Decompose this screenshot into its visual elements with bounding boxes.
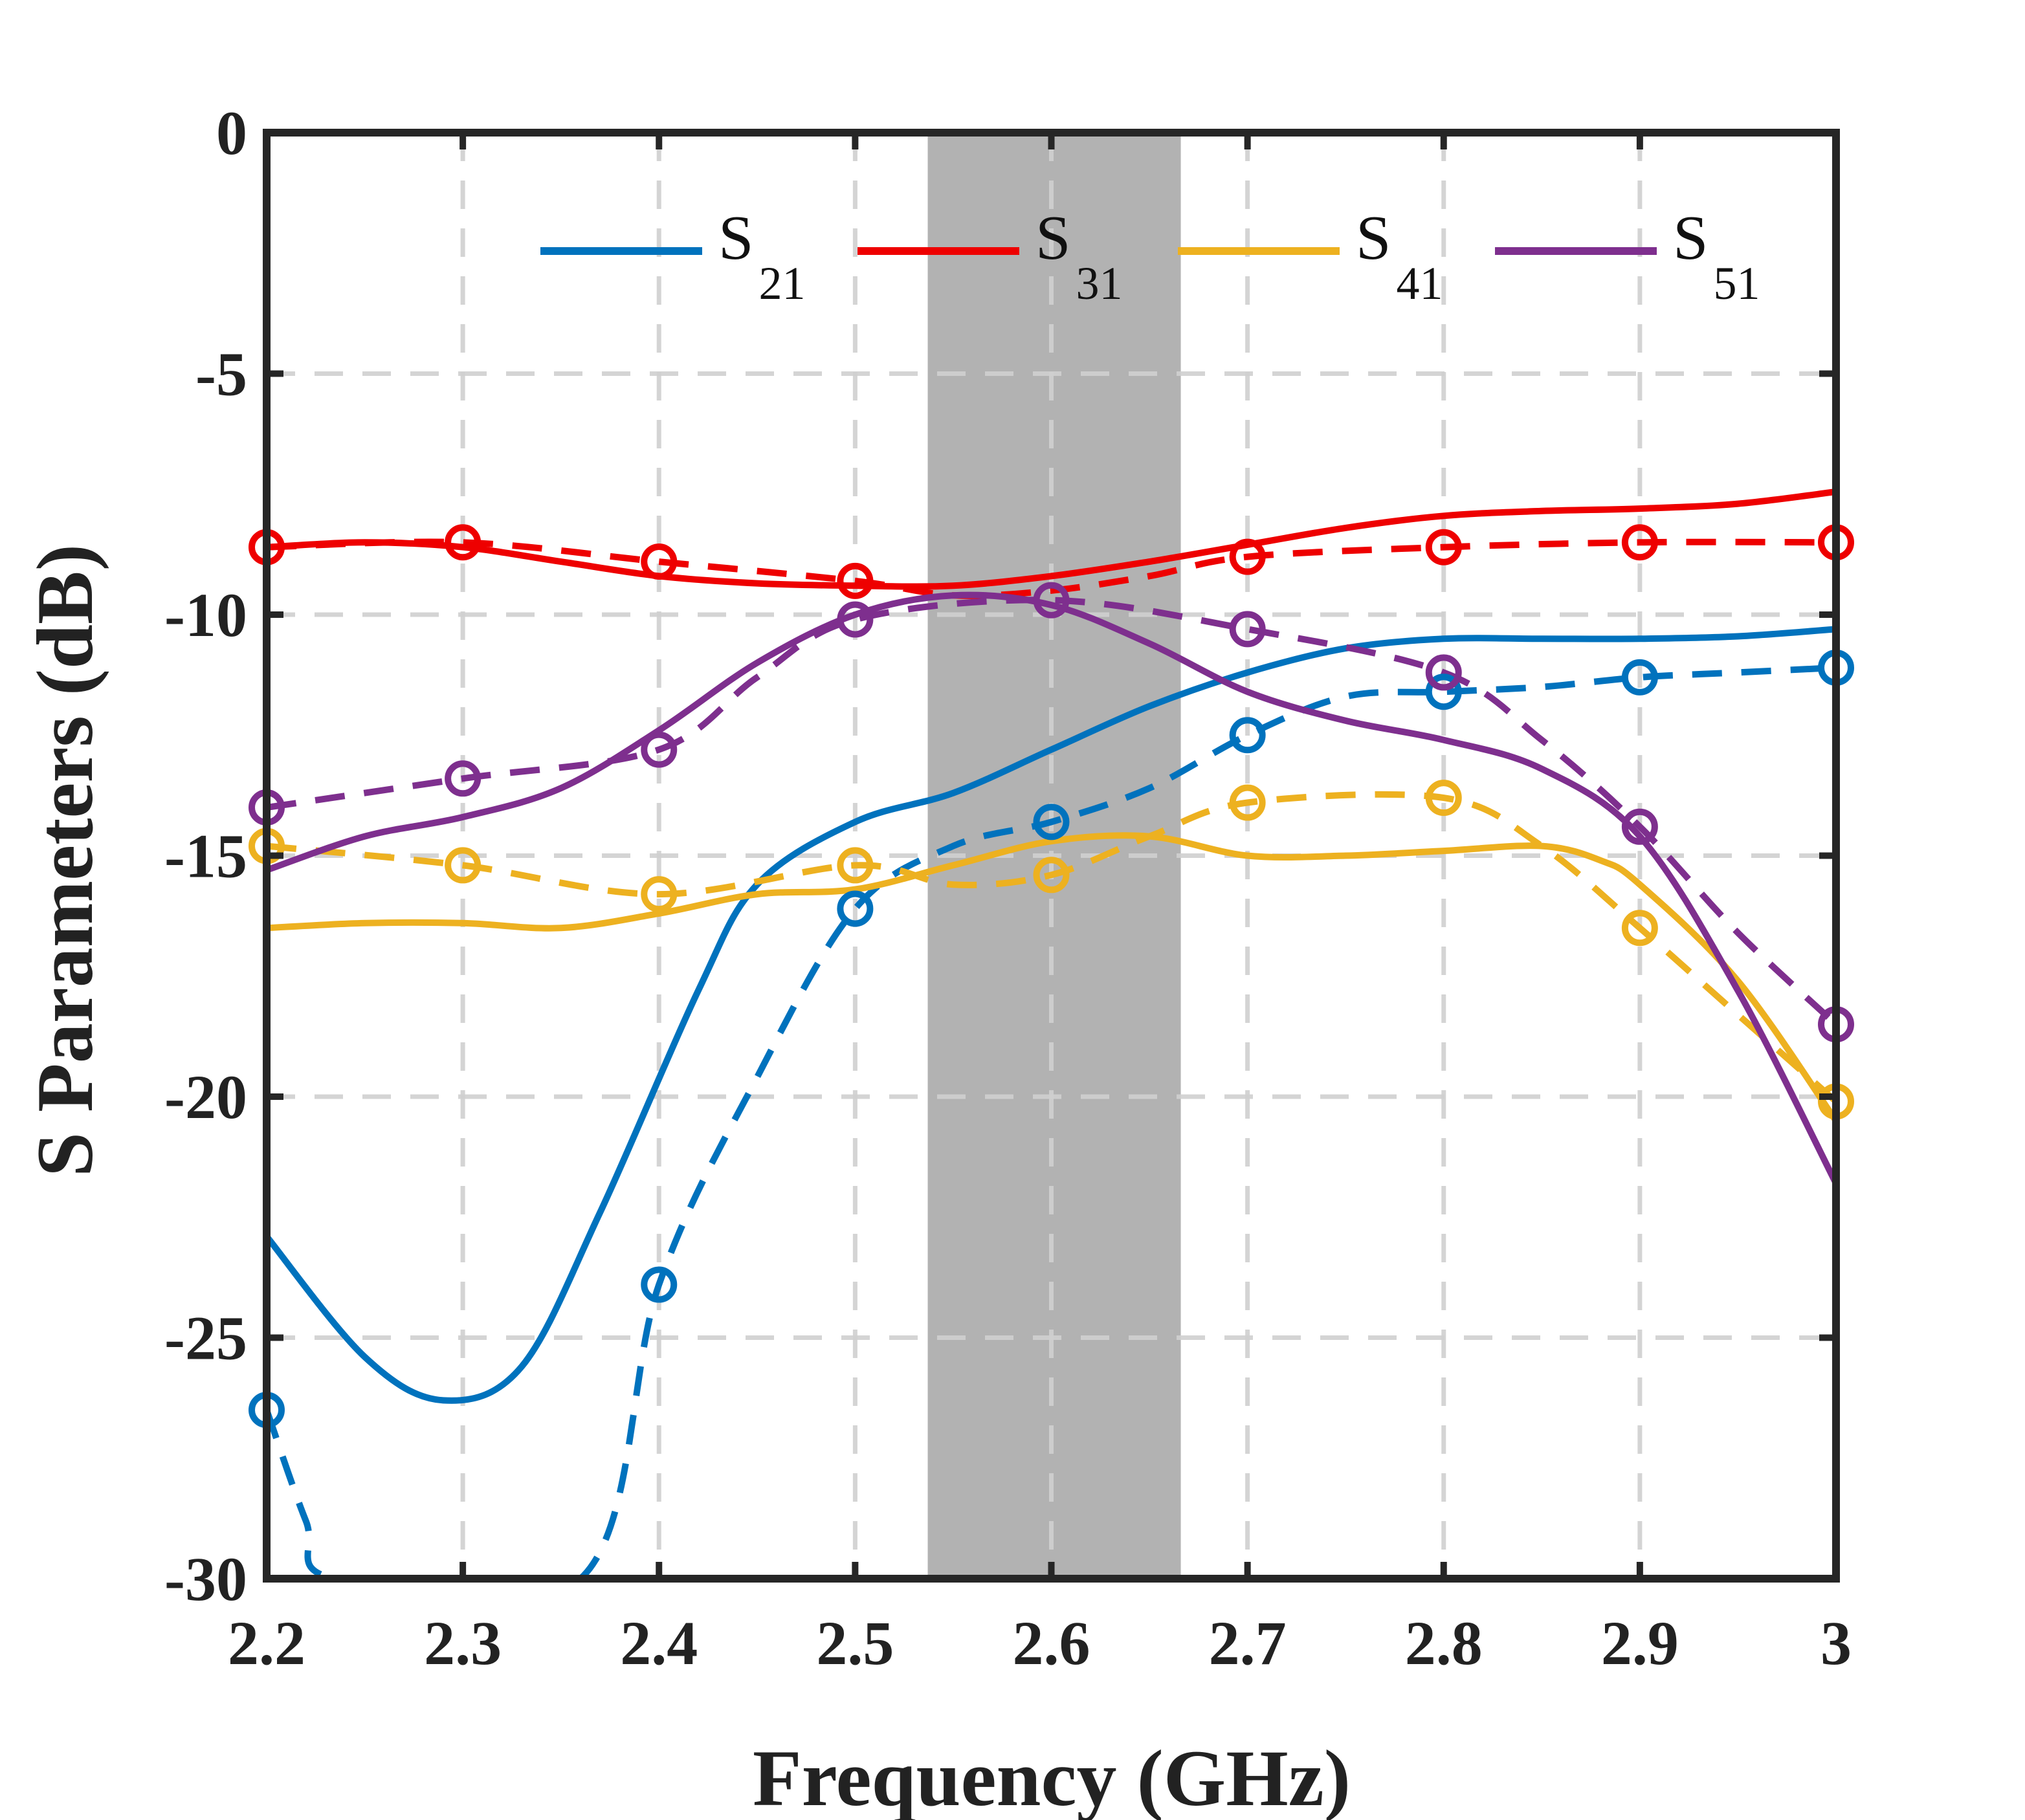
legend-entry-s31: S31: [858, 203, 1123, 309]
data-point-s31-measured: [837, 562, 874, 599]
data-point-s51-measured: [445, 760, 481, 797]
x-tick-label: 2.8: [1405, 1608, 1483, 1678]
x-tick-label: 2.5: [816, 1608, 894, 1678]
data-point-s41-measured: [1621, 910, 1658, 947]
x-tick-label: 2.7: [1209, 1608, 1287, 1678]
data-point-s31-measured: [1229, 538, 1266, 575]
y-tick-label: -5: [195, 340, 247, 409]
x-tick-label: 2.3: [424, 1608, 502, 1678]
data-point-s41-measured: [1425, 780, 1462, 817]
data-point-s21-measured: [641, 1266, 678, 1303]
data-point-s51-measured: [1621, 808, 1658, 845]
series-line-s41-measured: [267, 791, 1836, 1104]
legend-label-s41: S41: [1356, 203, 1443, 309]
data-point-s51-measured: [1033, 582, 1070, 619]
x-tick-label: 2.6: [1013, 1608, 1090, 1678]
legend-entry-s51: S51: [1495, 203, 1760, 309]
series-line-s31-measured: [267, 538, 1836, 599]
y-tick-label: -15: [164, 822, 247, 891]
data-point-s41-measured: [1229, 784, 1266, 821]
data-point-s21-measured: [1033, 804, 1070, 840]
data-point-s41-measured: [641, 876, 678, 913]
tick-label-layer: 2.2 2.3 2.4 2.5 2.6 2.7 2.8 2.9 3 0 -5 -10 -15 -20 -25…: [164, 98, 1852, 1678]
data-point-s31-measured: [1425, 529, 1462, 565]
data-point-s41-measured: [837, 847, 874, 884]
data-point-s51-measured: [641, 731, 678, 768]
data-point-s41-measured: [1033, 857, 1070, 894]
axes-layer: [263, 129, 1840, 1583]
y-tick-label: 0: [216, 98, 247, 168]
series-line-s41-simulated: [267, 832, 1836, 1123]
data-point-s41-measured: [445, 847, 481, 884]
x-tick-label: 2.9: [1601, 1608, 1679, 1678]
series-line-s31-simulated: [267, 488, 1836, 590]
legend: S21 S31 S41 S51: [540, 203, 1760, 309]
x-tick-label: 3: [1820, 1608, 1852, 1678]
data-point-s31-measured: [641, 543, 678, 580]
legend-label-s31: S31: [1035, 203, 1123, 309]
data-point-s21-measured: [1621, 659, 1658, 696]
data-point-s51-measured: [837, 601, 874, 638]
series-line-s51-measured: [267, 597, 1836, 1027]
data-point-s21-measured: [837, 890, 874, 927]
legend-label-s51: S51: [1673, 203, 1760, 309]
legend-entry-s21: S21: [540, 203, 806, 309]
data-point-s51-measured: [1425, 654, 1462, 691]
data-point-s51-measured: [1229, 611, 1266, 648]
series-line-s21-simulated: [267, 626, 1836, 1404]
legend-label-s21: S21: [718, 203, 806, 309]
data-point-s31-measured: [445, 524, 481, 561]
data-point-s21-measured: [1229, 717, 1266, 754]
legend-entry-s41: S41: [1178, 203, 1443, 309]
data-point-s31-measured: [1621, 524, 1658, 561]
y-tick-label: -25: [164, 1304, 247, 1373]
x-tick-label: 2.4: [620, 1608, 698, 1678]
series-layer: [267, 488, 1836, 1579]
y-tick-label: -30: [164, 1544, 247, 1614]
series-line-s51-simulated: [267, 591, 1836, 1185]
y-axis-label: S Parameters (dB): [21, 544, 109, 1177]
x-tick-label: 2.2: [228, 1608, 305, 1678]
x-axis-label: Frequency (GHz): [753, 1734, 1351, 1820]
grid-layer: [267, 133, 1836, 1579]
data-point-s21-measured: [1425, 674, 1462, 710]
series-line-s21-measured: [267, 664, 1836, 1579]
y-tick-label: -10: [164, 580, 247, 650]
y-tick-label: -20: [164, 1062, 247, 1132]
